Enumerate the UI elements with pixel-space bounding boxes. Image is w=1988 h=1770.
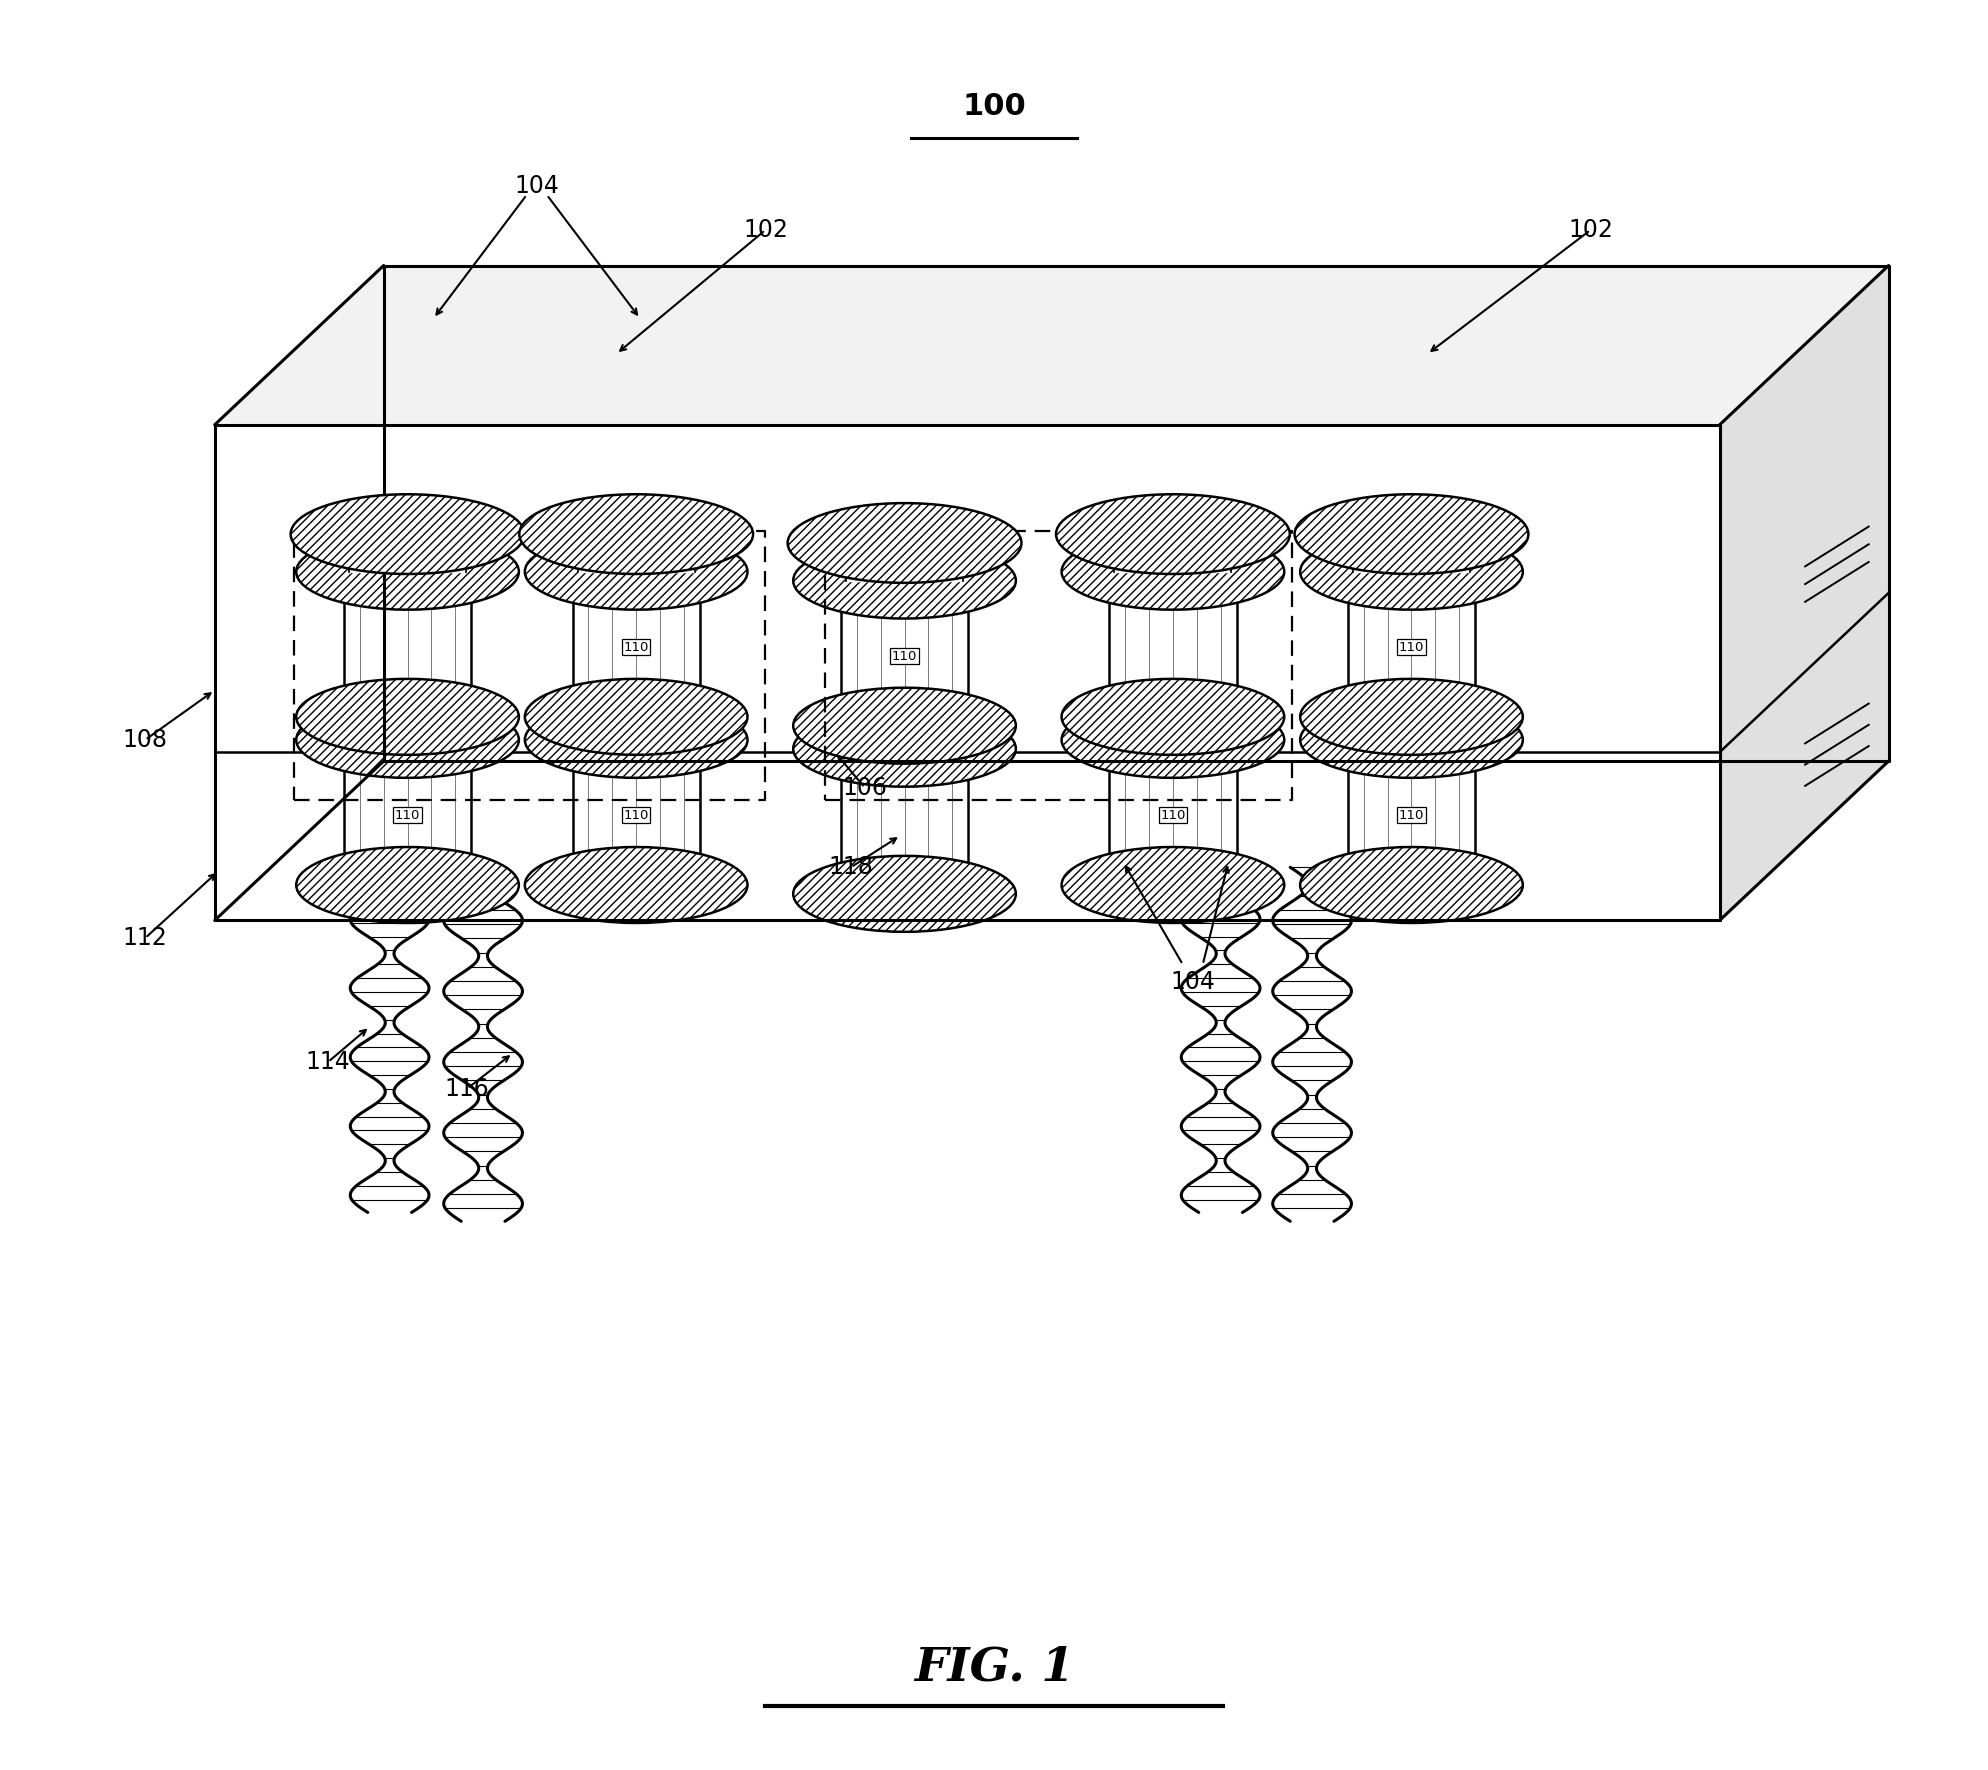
Text: 106: 106: [843, 775, 887, 800]
Polygon shape: [1720, 266, 1889, 920]
Text: 110: 110: [396, 809, 419, 821]
Ellipse shape: [525, 535, 747, 609]
Polygon shape: [579, 535, 694, 572]
Ellipse shape: [1062, 848, 1284, 922]
Text: 116: 116: [445, 1076, 489, 1101]
Text: 104: 104: [1171, 970, 1215, 995]
Text: 104: 104: [515, 173, 559, 198]
Polygon shape: [215, 266, 1889, 425]
Ellipse shape: [296, 703, 519, 777]
Ellipse shape: [793, 543, 1016, 618]
Polygon shape: [1109, 572, 1237, 717]
Ellipse shape: [1300, 848, 1523, 922]
Text: 110: 110: [1400, 809, 1423, 821]
Polygon shape: [350, 535, 465, 572]
Ellipse shape: [525, 703, 747, 777]
Ellipse shape: [793, 857, 1016, 931]
Ellipse shape: [296, 680, 519, 754]
Ellipse shape: [1062, 535, 1284, 609]
Polygon shape: [1354, 535, 1469, 572]
Text: 110: 110: [624, 809, 648, 821]
Ellipse shape: [793, 712, 1016, 786]
Ellipse shape: [1056, 494, 1290, 573]
Polygon shape: [1348, 572, 1475, 717]
Ellipse shape: [787, 503, 1022, 582]
Text: 112: 112: [123, 926, 167, 950]
Text: 100: 100: [962, 92, 1026, 120]
Text: 110: 110: [893, 650, 916, 662]
Text: 110: 110: [624, 641, 648, 653]
Polygon shape: [344, 740, 471, 885]
Text: 110: 110: [1161, 809, 1185, 821]
Ellipse shape: [290, 494, 525, 573]
Polygon shape: [841, 749, 968, 894]
Text: FIG. 1: FIG. 1: [914, 1644, 1074, 1690]
Ellipse shape: [1300, 535, 1523, 609]
Ellipse shape: [525, 680, 747, 754]
Ellipse shape: [1062, 703, 1284, 777]
Polygon shape: [1109, 740, 1237, 885]
Polygon shape: [573, 572, 700, 717]
Polygon shape: [847, 543, 962, 581]
Ellipse shape: [1294, 494, 1529, 573]
Ellipse shape: [296, 535, 519, 609]
Polygon shape: [1115, 535, 1231, 572]
Text: 102: 102: [744, 218, 787, 242]
Polygon shape: [841, 581, 968, 726]
Polygon shape: [215, 425, 1720, 920]
Polygon shape: [1348, 740, 1475, 885]
Ellipse shape: [296, 848, 519, 922]
Text: 102: 102: [1569, 218, 1612, 242]
Ellipse shape: [1062, 680, 1284, 754]
Polygon shape: [344, 572, 471, 717]
Text: 110: 110: [1400, 641, 1423, 653]
Polygon shape: [573, 740, 700, 885]
Text: 108: 108: [123, 727, 167, 752]
Ellipse shape: [793, 689, 1016, 763]
Ellipse shape: [525, 848, 747, 922]
Text: 114: 114: [306, 1050, 350, 1074]
Ellipse shape: [1300, 680, 1523, 754]
Ellipse shape: [1300, 703, 1523, 777]
Text: 118: 118: [829, 855, 873, 880]
Ellipse shape: [519, 494, 753, 573]
